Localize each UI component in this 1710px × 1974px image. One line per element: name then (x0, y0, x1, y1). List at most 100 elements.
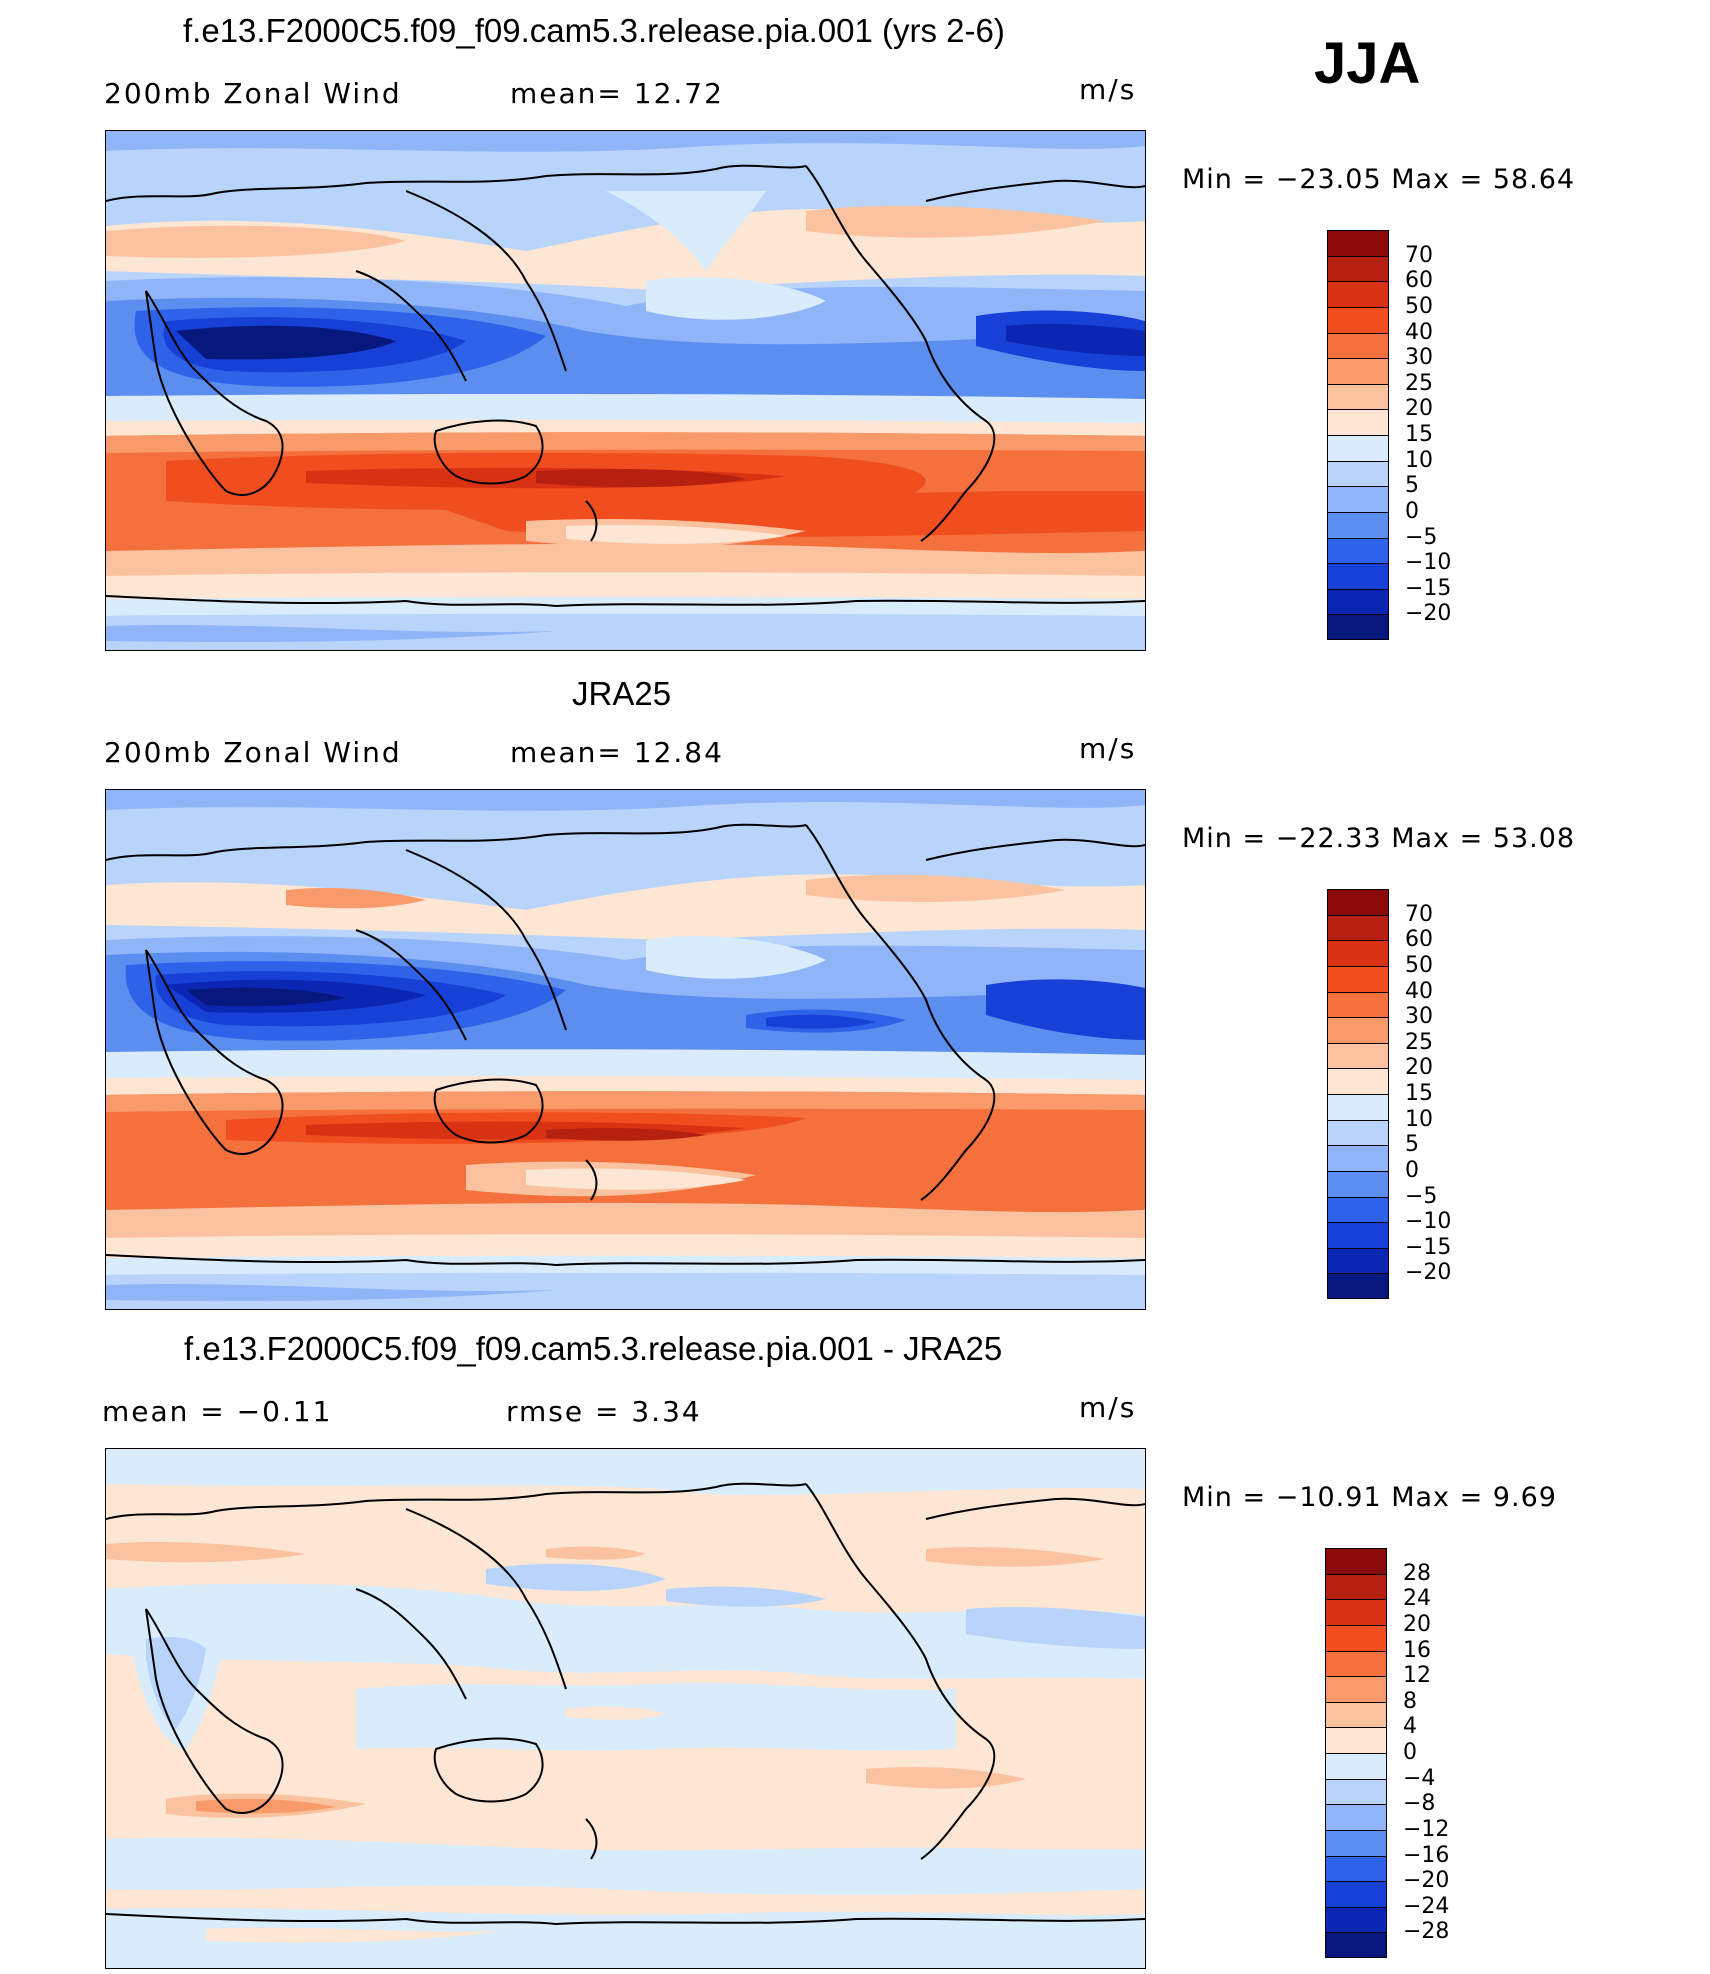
colorbar-swatch (1327, 965, 1389, 993)
colorbar-tick-label: −10 (1405, 550, 1452, 576)
panel-minmax-label: Min = −23.05 Max = 58.64 (1182, 164, 1576, 195)
panel-minmax-label: Min = −10.91 Max = 9.69 (1182, 1482, 1557, 1513)
colorbar-diff-ticks: 28 24 20 16 12 8 4 0 −4 −8 −12 −16 −20 −24 −28 (1403, 1548, 1483, 1958)
colorbar-tick-label: −5 (1405, 524, 1438, 550)
colorbar-tick-label: 0 (1405, 1157, 1419, 1183)
map-diff-zonal-wind (105, 1448, 1146, 1969)
colorbar-tick-label: −5 (1405, 1183, 1438, 1209)
panel-rmse-label: rmse = 3.34 (506, 1395, 702, 1428)
map-model-zonal-wind (105, 130, 1146, 651)
colorbar-swatch (1325, 1548, 1387, 1575)
colorbar-tick-label: −24 (1403, 1893, 1450, 1919)
colorbar-tick-label: 60 (1405, 268, 1433, 294)
colorbar-swatch (1327, 230, 1389, 257)
season-label: JJA (1314, 31, 1421, 96)
colorbar-swatch (1325, 1573, 1387, 1601)
colorbar-obs-ticks: 70 60 50 40 30 25 20 15 10 5 0 −5 −10 −15 −20 (1405, 889, 1485, 1299)
colorbar-tick-label: 0 (1403, 1740, 1417, 1765)
colorbar-swatch (1325, 1778, 1387, 1806)
colorbar-swatch (1327, 281, 1389, 308)
panel-mean-label: mean= 12.72 (510, 77, 724, 110)
colorbar-tick-label: −8 (1403, 1791, 1436, 1817)
colorbar-swatch (1327, 1068, 1389, 1095)
colorbar-swatch (1325, 1906, 1387, 1934)
colorbar-swatch (1325, 1599, 1387, 1626)
colorbar-tick-label: 50 (1405, 952, 1433, 978)
colorbar-tick-label: 5 (1405, 1132, 1419, 1158)
colorbar-swatch (1325, 1855, 1387, 1883)
colorbar-tick-label: 12 (1403, 1663, 1431, 1689)
colorbar-swatch (1327, 511, 1389, 539)
colorbar-tick-label: 4 (1403, 1714, 1417, 1740)
colorbar-swatch (1327, 1196, 1389, 1224)
colorbar-tick-label: −16 (1403, 1842, 1450, 1868)
colorbar-swatch (1327, 1273, 1389, 1299)
panel-mean-label: mean= 12.84 (510, 736, 724, 769)
colorbar-swatch (1327, 435, 1389, 462)
colorbar-tick-label: 5 (1405, 473, 1419, 499)
colorbar-swatch (1327, 383, 1389, 411)
colorbar-swatch (1325, 1932, 1387, 1958)
panel-mean-label: mean = −0.11 (102, 1395, 333, 1428)
colorbar-tick-label: −12 (1403, 1816, 1450, 1842)
map-obs-zonal-wind (105, 789, 1146, 1310)
colorbar-swatch (1327, 1222, 1389, 1249)
colorbar-model-ticks: 70 60 50 40 30 25 20 15 10 5 0 −5 −10 −15 −20 (1405, 230, 1485, 640)
colorbar-tick-label: 28 (1403, 1560, 1431, 1586)
colorbar-swatch (1327, 537, 1389, 565)
colorbar-tick-label: 15 (1405, 422, 1433, 447)
colorbar-swatch (1327, 255, 1389, 283)
colorbar-swatch (1327, 486, 1389, 513)
colorbar-swatch (1327, 940, 1389, 967)
colorbar-tick-label: −15 (1405, 575, 1452, 601)
colorbar-tick-label: 40 (1405, 319, 1433, 345)
colorbar-swatch (1327, 1017, 1389, 1044)
colorbar-swatch (1325, 1676, 1387, 1703)
colorbar-tick-label: 70 (1405, 901, 1433, 927)
colorbar-tick-label: 20 (1403, 1611, 1431, 1637)
colorbar-swatch (1327, 1094, 1389, 1121)
colorbar-swatch (1327, 1145, 1389, 1172)
panel-units-label: m/s (1079, 732, 1137, 765)
colorbar-tick-label: 50 (1405, 293, 1433, 319)
colorbar-swatch (1325, 1624, 1387, 1652)
colorbar-tick-label: 30 (1405, 1004, 1433, 1030)
colorbar-tick-label: 25 (1405, 370, 1433, 396)
colorbar-swatch (1327, 563, 1389, 590)
panel-variable-label: 200mb Zonal Wind (104, 77, 402, 110)
colorbar-tick-label: 0 (1405, 498, 1419, 524)
colorbar-tick-label: 15 (1405, 1081, 1433, 1106)
panel-units-label: m/s (1079, 73, 1137, 106)
panel-title-model: f.e13.F2000C5.f09_f09.cam5.3.release.pia… (183, 12, 1005, 49)
colorbar-swatch (1325, 1753, 1387, 1780)
colorbar-swatch (1325, 1804, 1387, 1831)
panel-units-label: m/s (1079, 1391, 1137, 1424)
colorbar-swatch (1327, 1042, 1389, 1070)
colorbar-swatch (1325, 1829, 1387, 1857)
colorbar-swatch (1325, 1727, 1387, 1754)
colorbar-tick-label: 20 (1405, 1055, 1433, 1081)
colorbar-tick-label: −15 (1405, 1234, 1452, 1260)
colorbar-swatch (1327, 1170, 1389, 1198)
colorbar-swatch (1327, 332, 1389, 360)
colorbar-tick-label: 10 (1405, 1106, 1433, 1132)
colorbar-swatch (1327, 460, 1389, 488)
colorbar-tick-label: 16 (1403, 1637, 1431, 1663)
colorbar-swatch (1327, 1247, 1389, 1275)
colorbar-tick-label: 60 (1405, 927, 1433, 953)
colorbar-diff (1325, 1548, 1387, 1958)
colorbar-swatch (1327, 991, 1389, 1019)
colorbar-tick-label: 70 (1405, 242, 1433, 268)
colorbar-swatch (1327, 1119, 1389, 1147)
colorbar-tick-label: 8 (1403, 1688, 1417, 1714)
panel-variable-label: 200mb Zonal Wind (104, 736, 402, 769)
colorbar-tick-label: 20 (1405, 396, 1433, 422)
colorbar-swatch (1325, 1650, 1387, 1678)
colorbar-tick-label: 40 (1405, 978, 1433, 1004)
colorbar-tick-label: −20 (1403, 1868, 1450, 1894)
colorbar-swatch (1327, 914, 1389, 942)
colorbar-tick-label: 25 (1405, 1029, 1433, 1055)
colorbar-tick-label: 10 (1405, 447, 1433, 473)
colorbar-swatch (1327, 358, 1389, 385)
colorbar-model (1327, 230, 1389, 640)
